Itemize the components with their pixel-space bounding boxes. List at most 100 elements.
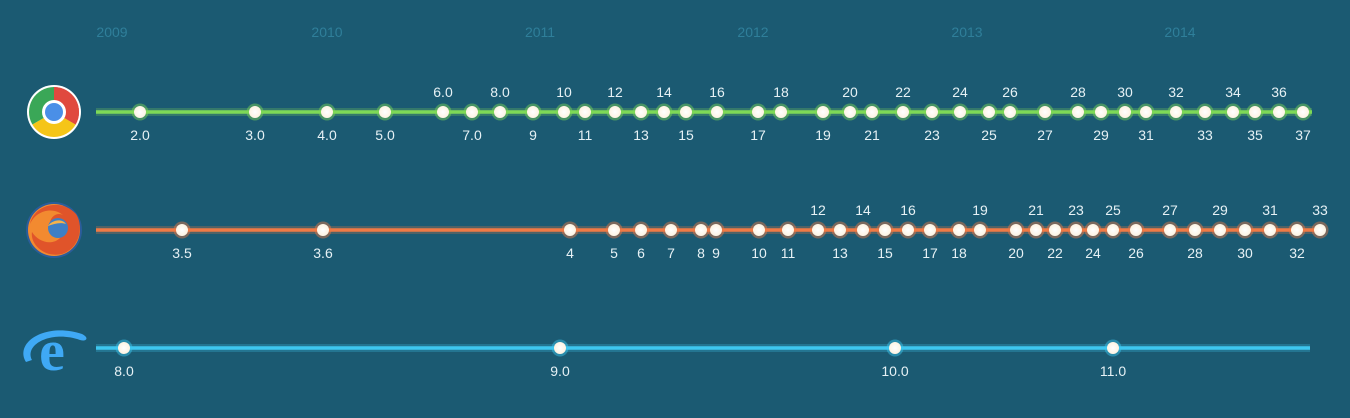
year-label: 2014 [1164, 24, 1195, 40]
release-dot [1130, 224, 1142, 236]
version-label: 4 [566, 245, 574, 261]
release-dot [974, 224, 986, 236]
version-label: 9 [529, 127, 537, 143]
release-dot [437, 106, 449, 118]
release-dot [1314, 224, 1326, 236]
browser-row: 8.0 9.0 10.0 11.0 [96, 339, 1310, 379]
version-label: 31 [1138, 127, 1154, 143]
version-label: 22 [895, 84, 911, 100]
version-label: 6.0 [433, 84, 453, 100]
version-label: 13 [633, 127, 649, 143]
year-axis: 2009 2010 2011 2012 2013 2014 [96, 24, 1195, 40]
release-dot [834, 224, 846, 236]
release-dot [926, 106, 938, 118]
version-label: 29 [1212, 202, 1228, 218]
release-dot [1119, 106, 1131, 118]
release-dot [1264, 224, 1276, 236]
release-dot [1291, 224, 1303, 236]
version-label: 20 [842, 84, 858, 100]
release-dot [494, 106, 506, 118]
version-label: 25 [981, 127, 997, 143]
version-label: 10.0 [881, 363, 908, 379]
release-dot [1049, 224, 1061, 236]
version-label: 31 [1262, 202, 1278, 218]
release-dot [812, 224, 824, 236]
release-dot [782, 224, 794, 236]
version-label: 32 [1289, 245, 1305, 261]
release-dot [711, 106, 723, 118]
version-label: 26 [1002, 84, 1018, 100]
version-label: 3.0 [245, 127, 265, 143]
release-dot [857, 224, 869, 236]
version-label: 17 [922, 245, 938, 261]
version-label: 14 [656, 84, 672, 100]
release-dot [379, 106, 391, 118]
version-label: 4.0 [317, 127, 337, 143]
version-label: 35 [1247, 127, 1263, 143]
version-label: 29 [1093, 127, 1109, 143]
version-label: 37 [1295, 127, 1311, 143]
release-dot [665, 224, 677, 236]
release-dot [249, 106, 261, 118]
version-label: 9.0 [550, 363, 570, 379]
version-label: 17 [750, 127, 766, 143]
release-dot [752, 106, 764, 118]
version-label: 15 [877, 245, 893, 261]
version-label: 5.0 [375, 127, 395, 143]
release-dot [1297, 106, 1309, 118]
browser-row: 3.5 3.6 4 5 6 7 8 9 10 11 12 13 14 15 16 17 18 19 20 21 22 23… [96, 202, 1329, 261]
version-label: 28 [1187, 245, 1203, 261]
release-dot [1273, 106, 1285, 118]
version-label: 12 [607, 84, 623, 100]
version-label: 24 [952, 84, 968, 100]
release-dot [134, 106, 146, 118]
version-label: 34 [1225, 84, 1241, 100]
version-label: 23 [924, 127, 940, 143]
release-dot [321, 106, 333, 118]
release-dot [635, 106, 647, 118]
version-label: 9 [712, 245, 720, 261]
release-dot [1004, 106, 1016, 118]
version-label: 18 [773, 84, 789, 100]
release-dot [844, 106, 856, 118]
release-dot [1164, 224, 1176, 236]
version-label: 10 [556, 84, 572, 100]
release-dot [1010, 224, 1022, 236]
release-dot [775, 106, 787, 118]
version-label: 8 [697, 245, 705, 261]
year-label: 2013 [951, 24, 982, 40]
version-label: 24 [1085, 245, 1101, 261]
release-dot [564, 224, 576, 236]
release-dot [866, 106, 878, 118]
version-label: 16 [709, 84, 725, 100]
release-dot [902, 224, 914, 236]
release-dot [1087, 224, 1099, 236]
version-label: 7.0 [462, 127, 482, 143]
release-dot [579, 106, 591, 118]
version-label: 27 [1162, 202, 1178, 218]
release-dot [1107, 342, 1119, 354]
version-label: 3.6 [313, 245, 333, 261]
year-label: 2011 [525, 24, 555, 40]
release-dot [983, 106, 995, 118]
release-dot [879, 224, 891, 236]
release-dot [118, 342, 130, 354]
version-label: 22 [1047, 245, 1063, 261]
version-label: 30 [1237, 245, 1253, 261]
version-label: 15 [678, 127, 694, 143]
release-dot [635, 224, 647, 236]
version-label: 28 [1070, 84, 1086, 100]
release-dot [527, 106, 539, 118]
release-dot [953, 224, 965, 236]
release-dot [554, 342, 566, 354]
release-dot [817, 106, 829, 118]
svg-text:e: e [39, 318, 65, 383]
version-label: 12 [810, 202, 826, 218]
version-label: 10 [751, 245, 767, 261]
version-label: 11 [578, 127, 593, 143]
version-label: 25 [1105, 202, 1121, 218]
version-label: 5 [610, 245, 618, 261]
release-dot [889, 342, 901, 354]
release-dot [1095, 106, 1107, 118]
